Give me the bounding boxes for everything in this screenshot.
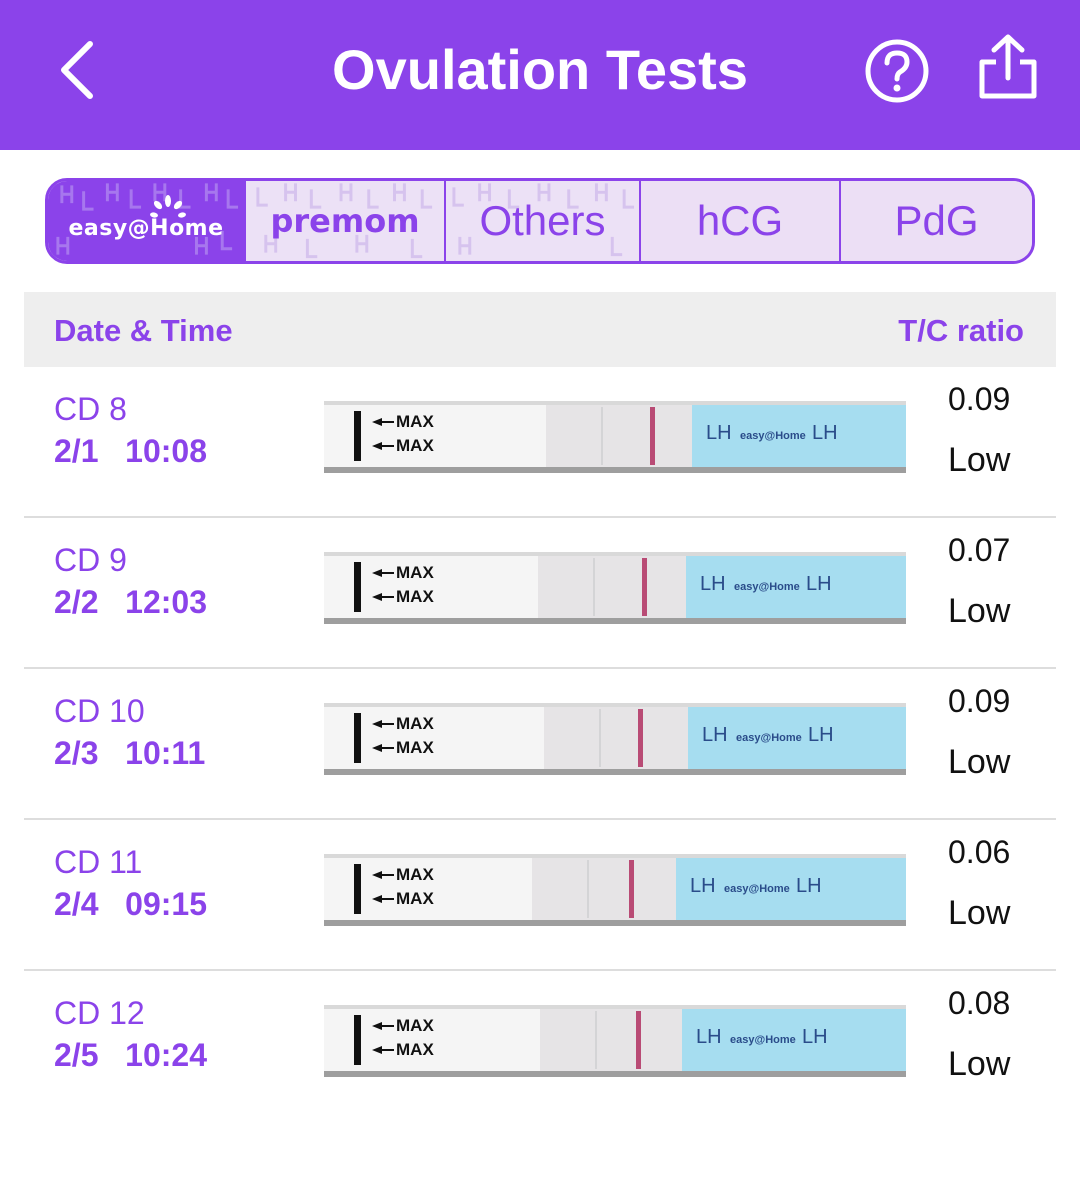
lh-pattern-decoration [56,183,239,255]
cycle-day: CD 11 [54,844,143,880]
tc-ratio-value: 0.09 [948,381,1011,417]
column-header-date-time: Date & Time [54,313,233,348]
strip-max-label: MAX [396,412,434,431]
strip-max-label: MAX [396,587,434,606]
table-row[interactable]: CD 10 2/3 10:11 MAX MAX LH easy@Home LH 0.09… [24,669,1056,820]
test-datetime: 2/4 09:15 [54,886,207,922]
help-button[interactable] [864,38,930,104]
test-strip-image: MAX MAX LH easy@Home LH [324,552,906,624]
tab-others[interactable]: Others [446,181,641,261]
tc-ratio-value: 0.09 [948,683,1011,719]
cycle-day: CD 12 [54,995,145,1031]
cycle-day: CD 10 [54,693,145,729]
lh-pattern-decoration [256,183,433,259]
tab-pdg[interactable]: PdG [841,181,1032,261]
lh-level: Low [948,592,1011,630]
strip-lh-label: LH [812,422,838,444]
easyhome-logo-text: easy@Home [68,215,224,241]
test-datetime: 2/5 10:24 [54,1037,207,1073]
chevron-left-icon [61,41,93,99]
strip-lh-label: LH [706,422,732,444]
test-strip-image: MAX MAX LH easy@Home LH [324,854,906,926]
lh-pattern-decoration [452,183,635,257]
tc-ratio-value: 0.07 [948,532,1011,568]
strip-lh-label: LH [802,1026,828,1048]
table-row[interactable]: CD 9 2/2 12:03 MAX MAX LH easy@Home LH 0.07 … [24,518,1056,669]
strip-max-label: MAX [396,714,434,733]
strip-max-label: MAX [396,738,434,757]
strip-brand-label: easy@Home [740,430,806,442]
strip-lh-label: LH [796,875,822,897]
strip-max-label: MAX [396,865,434,884]
strip-lh-label: LH [690,875,716,897]
page-title: Ovulation Tests [332,38,748,101]
tc-ratio-value: 0.06 [948,834,1011,870]
strip-max-label: MAX [396,563,434,582]
table-row[interactable]: CD 11 2/4 09:15 MAX MAX LH easy@Home LH 0.06… [24,820,1056,971]
strip-brand-label: easy@Home [724,883,790,895]
tab-label: hCG [696,197,784,244]
share-button[interactable] [974,32,1042,102]
table-header: Date & Time T/C ratio [24,292,1056,367]
back-button[interactable] [48,36,108,104]
strip-max-label: MAX [396,889,434,908]
tab-easyhome[interactable]: easy@Home [48,181,246,261]
strip-lh-label: LH [696,1026,722,1048]
strip-brand-label: easy@Home [736,732,802,744]
lh-level: Low [948,743,1011,781]
premom-logo-text: premom [270,202,420,240]
brand-tabs: easy@Home premom [45,178,1035,264]
cycle-day: CD 8 [54,391,127,427]
strip-max-label: MAX [396,1040,434,1059]
help-circle-icon [865,39,929,103]
test-datetime: 2/1 10:08 [54,433,207,469]
tab-premom[interactable]: premom [246,181,446,261]
strip-lh-label: LH [700,573,726,595]
test-datetime: 2/2 12:03 [54,584,207,620]
test-strip-image: MAX MAX LH easy@Home LH [324,703,906,775]
tab-label: Others [479,197,606,244]
strip-brand-label: easy@Home [734,581,800,593]
strip-lh-label: LH [702,724,728,746]
test-datetime: 2/3 10:11 [54,735,206,771]
cycle-day: CD 9 [54,542,127,578]
strip-max-label: MAX [396,436,434,455]
lh-level: Low [948,894,1011,932]
strip-lh-label: LH [808,724,834,746]
tab-hcg[interactable]: hCG [641,181,841,261]
tab-label: PdG [894,197,979,244]
tc-ratio-value: 0.08 [948,985,1011,1021]
share-icon [979,34,1037,99]
lh-level: Low [948,441,1011,479]
flower-icon [150,195,186,218]
test-strip-image: MAX MAX LH easy@Home LH [324,1005,906,1077]
strip-lh-label: LH [806,573,832,595]
strip-max-label: MAX [396,1016,434,1035]
lh-level: Low [948,1045,1011,1083]
table-row[interactable]: CD 8 2/1 10:08 MAX MAX LH easy@Home LH 0.09 … [24,367,1056,518]
test-strip-image: MAX MAX LH easy@Home LH [324,401,906,473]
table-row[interactable]: CD 12 2/5 10:24 MAX MAX LH easy@Home LH 0.08… [24,971,1056,1122]
column-header-tc-ratio: T/C ratio [898,313,1024,348]
strip-brand-label: easy@Home [730,1034,796,1046]
app-header: Ovulation Tests [0,0,1080,150]
